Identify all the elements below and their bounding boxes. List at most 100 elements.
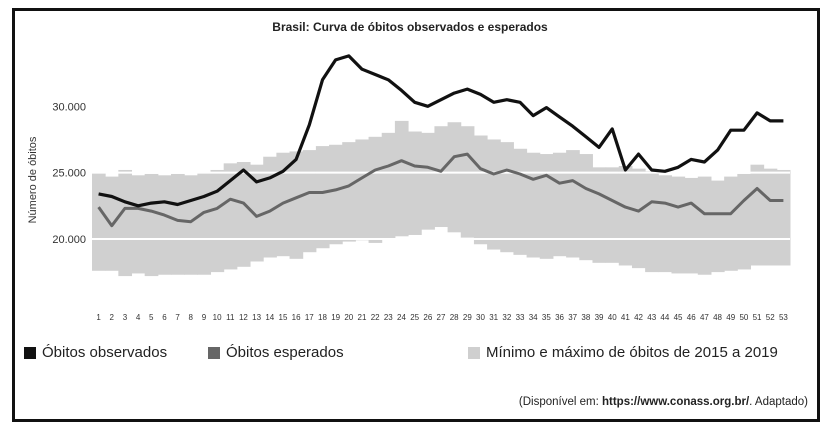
range-band-week-22 xyxy=(368,136,383,243)
x-tick-label: 34 xyxy=(529,313,538,322)
x-tick-label: 16 xyxy=(292,313,301,322)
x-tick-label: 47 xyxy=(700,313,709,322)
range-band-week-44 xyxy=(658,175,672,273)
range-band-week-50 xyxy=(737,173,751,270)
x-tick-label: 25 xyxy=(410,313,419,322)
x-tick-label: 10 xyxy=(213,313,222,322)
x-tick-label: 38 xyxy=(581,313,590,322)
range-band-week-27 xyxy=(434,126,449,228)
x-tick-label: 23 xyxy=(384,313,393,322)
legend: Óbitos observados Óbitos esperados Mínim… xyxy=(24,344,814,368)
legend-swatch-expected xyxy=(208,346,220,359)
range-band-week-7 xyxy=(171,173,185,275)
x-tick-label: 17 xyxy=(305,313,314,322)
range-band-week-47 xyxy=(697,176,712,275)
range-band-week-49 xyxy=(724,176,738,271)
legend-label-observed: Óbitos observados xyxy=(42,344,168,361)
x-tick-label: 19 xyxy=(331,313,340,322)
x-tick-label: 42 xyxy=(634,313,643,322)
x-tick-label: 33 xyxy=(516,313,525,322)
range-band-week-1 xyxy=(92,172,106,271)
x-tick-label: 41 xyxy=(621,313,630,322)
range-band-week-16 xyxy=(289,151,304,259)
range-band-week-46 xyxy=(684,177,699,274)
legend-item-range: Mínimo e máximo de óbitos de 2015 a 2019 xyxy=(468,344,778,361)
x-tick-label: 32 xyxy=(502,313,511,322)
source-link[interactable]: https://www.conass.org.br/ xyxy=(602,396,750,408)
range-band-week-35 xyxy=(539,154,554,259)
legend-swatch-observed xyxy=(24,346,36,359)
x-tick-label: 52 xyxy=(766,313,775,322)
range-band-week-21 xyxy=(355,139,370,241)
range-band-week-19 xyxy=(329,144,343,245)
range-band-week-6 xyxy=(157,175,172,275)
range-band-week-43 xyxy=(645,171,659,273)
series-line-observed xyxy=(98,54,784,208)
y-tick-label: 25.000 xyxy=(52,168,86,180)
range-band-week-39 xyxy=(592,167,607,263)
range-band-week-34 xyxy=(526,152,541,258)
range-band-week-9 xyxy=(197,172,212,275)
x-tick-label: 36 xyxy=(555,313,564,322)
x-tick-label: 15 xyxy=(279,313,288,322)
range-band-week-41 xyxy=(618,166,633,266)
y-tick-label: 30.000 xyxy=(52,101,86,113)
x-tick-label: 49 xyxy=(726,313,735,322)
range-band-week-30 xyxy=(473,135,488,245)
range-band-week-48 xyxy=(710,180,725,273)
x-tick-label: 53 xyxy=(779,313,788,322)
range-band-week-32 xyxy=(500,142,514,253)
legend-item-expected: Óbitos esperados xyxy=(208,344,344,361)
range-band-week-42 xyxy=(631,168,646,269)
range-band-week-13 xyxy=(250,164,264,262)
series-line-expected xyxy=(97,152,784,228)
x-tick-label: 20 xyxy=(344,313,353,322)
range-band-week-29 xyxy=(460,126,475,238)
range-band-week-45 xyxy=(671,176,686,274)
range-band-week-36 xyxy=(552,152,567,257)
range-band-week-20 xyxy=(342,142,356,242)
legend-label-range: Mínimo e máximo de óbitos de 2015 a 2019 xyxy=(486,344,778,361)
x-tick-label: 44 xyxy=(660,313,669,322)
x-tick-label: 6 xyxy=(162,313,167,322)
source-suffix: . Adaptado) xyxy=(749,396,808,408)
range-band-week-12 xyxy=(236,162,251,267)
x-tick-label: 28 xyxy=(450,313,459,322)
range-band-week-37 xyxy=(566,150,580,258)
x-tick-label: 9 xyxy=(202,313,207,322)
x-tick-label: 11 xyxy=(226,313,235,322)
x-tick-label: 48 xyxy=(713,313,722,322)
chart-title: Brasil: Curva de óbitos observados e esp… xyxy=(272,20,548,34)
x-tick-label: 39 xyxy=(595,313,604,322)
x-tick-label: 50 xyxy=(739,313,748,322)
x-tick-label: 14 xyxy=(265,313,274,322)
x-tick-label: 8 xyxy=(189,313,194,322)
x-tick-label: 35 xyxy=(542,313,551,322)
x-tick-label: 51 xyxy=(753,313,762,322)
x-tick-label: 43 xyxy=(647,313,656,322)
range-band-week-51 xyxy=(750,164,765,266)
x-tick-label: 30 xyxy=(476,313,485,322)
x-tick-label: 7 xyxy=(175,313,180,322)
range-band-week-8 xyxy=(184,175,198,275)
x-tick-label: 12 xyxy=(239,313,248,322)
x-tick-label: 1 xyxy=(96,313,101,322)
range-band-week-25 xyxy=(408,131,422,235)
range-band-week-23 xyxy=(381,132,396,239)
x-tick-label: 18 xyxy=(318,313,327,322)
range-band-week-53 xyxy=(776,169,791,266)
x-tick-label: 29 xyxy=(463,313,472,322)
x-tick-label: 31 xyxy=(489,313,498,322)
range-band-week-3 xyxy=(118,169,133,277)
range-band-week-31 xyxy=(487,139,501,250)
legend-item-observed: Óbitos observados xyxy=(24,344,167,361)
legend-label-expected: Óbitos esperados xyxy=(226,344,344,361)
x-tick-label: 2 xyxy=(110,313,115,322)
range-band-week-38 xyxy=(579,154,593,261)
x-tick-label: 37 xyxy=(568,313,577,322)
range-band-week-52 xyxy=(763,168,778,266)
range-band-week-28 xyxy=(447,122,462,233)
x-tick-label: 4 xyxy=(136,313,141,322)
range-band-week-40 xyxy=(605,167,620,263)
